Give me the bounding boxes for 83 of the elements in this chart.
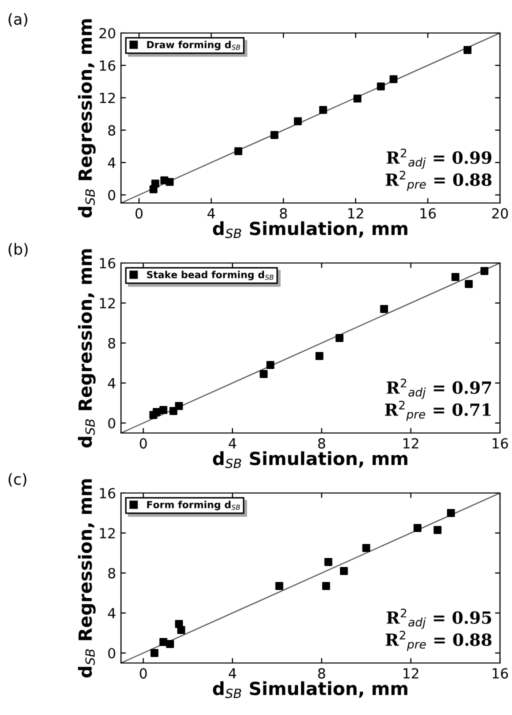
point xyxy=(336,334,344,342)
point xyxy=(234,147,242,156)
point xyxy=(390,75,398,84)
x-tick-label: 12 xyxy=(348,208,364,218)
chart-title: (a) xyxy=(8,13,28,27)
y-tick-label: 4 xyxy=(108,158,116,168)
y-tick-label: 12 xyxy=(100,528,115,538)
point xyxy=(266,361,274,369)
y-tick-label: 12 xyxy=(100,298,115,308)
point xyxy=(319,106,328,114)
x-tick-label: 8 xyxy=(280,208,287,219)
x-tick-label: 12 xyxy=(404,438,418,448)
point xyxy=(324,558,332,566)
point xyxy=(294,117,302,126)
point xyxy=(315,352,324,360)
point xyxy=(275,582,284,590)
point xyxy=(464,46,472,54)
point xyxy=(464,280,473,288)
legend-label: Stake bead forming d$_{SB}$ xyxy=(146,270,274,280)
point xyxy=(480,267,488,275)
point xyxy=(380,305,388,313)
x-tick-label: 12 xyxy=(404,668,418,678)
annotation: R$^{2}$$_{pre}$ = 0.88 xyxy=(386,630,492,651)
point xyxy=(150,649,158,657)
y-tick-label: 20 xyxy=(99,28,116,38)
x-tick-label: 4 xyxy=(228,438,236,448)
x-tick-label: 0 xyxy=(140,668,147,679)
point xyxy=(177,626,186,634)
y-axis-title: d$_{SB}$ Regression, mm xyxy=(78,19,96,218)
y-axis-title: d$_{SB}$ Regression, mm xyxy=(78,479,96,678)
point xyxy=(166,178,174,186)
point xyxy=(340,567,348,575)
x-tick-label: 16 xyxy=(492,668,508,679)
point xyxy=(260,370,268,378)
x-tick-label: 4 xyxy=(228,668,236,678)
point xyxy=(451,273,460,281)
point xyxy=(166,640,174,648)
point xyxy=(151,180,160,188)
annotation: R$^{2}$$_{adj}$ = 0.97 xyxy=(386,378,491,399)
y-tick-label: 16 xyxy=(100,60,116,71)
x-tick-label: 16 xyxy=(420,208,436,219)
x-axis-title: d$_{SB}$ Simulation, mm xyxy=(212,681,408,698)
y-tick-label: 0 xyxy=(108,418,116,428)
point xyxy=(152,408,161,416)
y-tick-label: 8 xyxy=(108,568,116,578)
x-tick-label: 8 xyxy=(318,438,326,449)
y-tick-label: 8 xyxy=(108,125,116,136)
y-tick-label: 4 xyxy=(108,608,116,618)
x-tick-label: 4 xyxy=(208,208,215,218)
x-tick-label: 0 xyxy=(136,208,143,219)
point xyxy=(159,406,168,414)
chart-title: (c) xyxy=(8,473,26,487)
y-tick-label: 4 xyxy=(108,378,116,388)
point xyxy=(376,82,385,90)
annotation: R$^{2}$$_{pre}$ = 0.88 xyxy=(386,170,492,191)
y-axis-title: d$_{SB}$ Regression, mm xyxy=(78,249,96,448)
x-tick-label: 20 xyxy=(492,208,508,219)
y-tick-label: 0 xyxy=(108,190,116,200)
legend-label: Form forming d$_{SB}$ xyxy=(147,500,240,510)
y-tick-label: 8 xyxy=(108,338,116,348)
y-tick-label: 16 xyxy=(100,258,116,268)
x-tick-label: 16 xyxy=(492,438,508,449)
point xyxy=(414,524,422,532)
x-axis-title: d$_{SB}$ Simulation, mm xyxy=(212,221,408,238)
point xyxy=(159,638,168,646)
annotation: R$^{2}$$_{adj}$ = 0.99 xyxy=(386,148,492,169)
y-tick-label: 16 xyxy=(100,488,116,498)
point xyxy=(270,131,278,139)
point xyxy=(447,509,455,517)
point xyxy=(175,402,183,410)
point xyxy=(353,94,362,103)
x-axis-title: d$_{SB}$ Simulation, mm xyxy=(212,451,408,468)
chart-title: (b) xyxy=(8,243,28,257)
point xyxy=(434,526,442,534)
annotation: R$^{2}$$_{adj}$ = 0.95 xyxy=(386,608,492,629)
y-tick-label: 0 xyxy=(108,648,116,658)
x-tick-label: 0 xyxy=(140,438,147,449)
x-tick-label: 8 xyxy=(318,668,326,679)
point xyxy=(362,544,370,552)
y-tick-label: 12 xyxy=(100,92,115,104)
annotation: R$^{2}$$_{pre}$ = 0.71 xyxy=(385,400,491,421)
legend-label: Draw forming d$_{SB}$ xyxy=(147,40,240,50)
point xyxy=(322,582,330,590)
